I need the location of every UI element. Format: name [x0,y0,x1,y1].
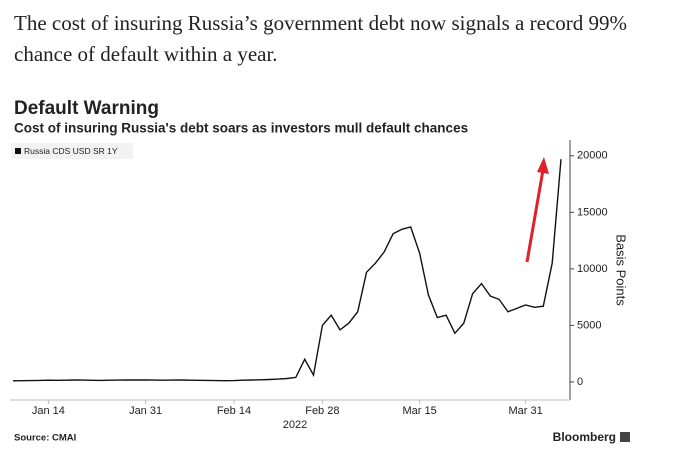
y-tick-label: 5000 [577,319,601,331]
x-tick-label: Jan 14 [32,405,65,417]
brand-icon [620,432,630,442]
arrow-shaft [525,169,545,263]
arrow-head [537,157,549,174]
y-tick-label: 0 [577,376,583,388]
legend-box [11,143,133,159]
line-series [12,159,562,382]
x-tick-label: Mar 15 [402,405,436,417]
brand: Bloomberg [553,430,616,444]
y-tick-label: 15000 [577,206,608,218]
y-tick-label: 10000 [577,263,608,275]
x-year-label: 2022 [283,419,307,431]
x-tick-label: Feb 14 [217,405,251,417]
chart-subtitle: Cost of insuring Russia's debt soars as … [14,121,468,136]
y-tick-label: 20000 [577,150,608,162]
caption: The cost of insuring Russia’s government… [14,11,627,66]
legend-label: Russia CDS USD SR 1Y [24,146,118,156]
chart-title: Default Warning [14,98,159,119]
legend: Russia CDS USD SR 1Y [11,143,133,159]
x-tick-label: Jan 31 [129,405,162,417]
y-axis-label: Basis Points [614,234,629,306]
arrow-annotation [525,157,549,263]
x-tick-label: Mar 31 [509,405,543,417]
source: Source: CMAI [14,433,76,444]
x-tick-label: Feb 28 [305,405,339,417]
legend-swatch [15,148,21,154]
